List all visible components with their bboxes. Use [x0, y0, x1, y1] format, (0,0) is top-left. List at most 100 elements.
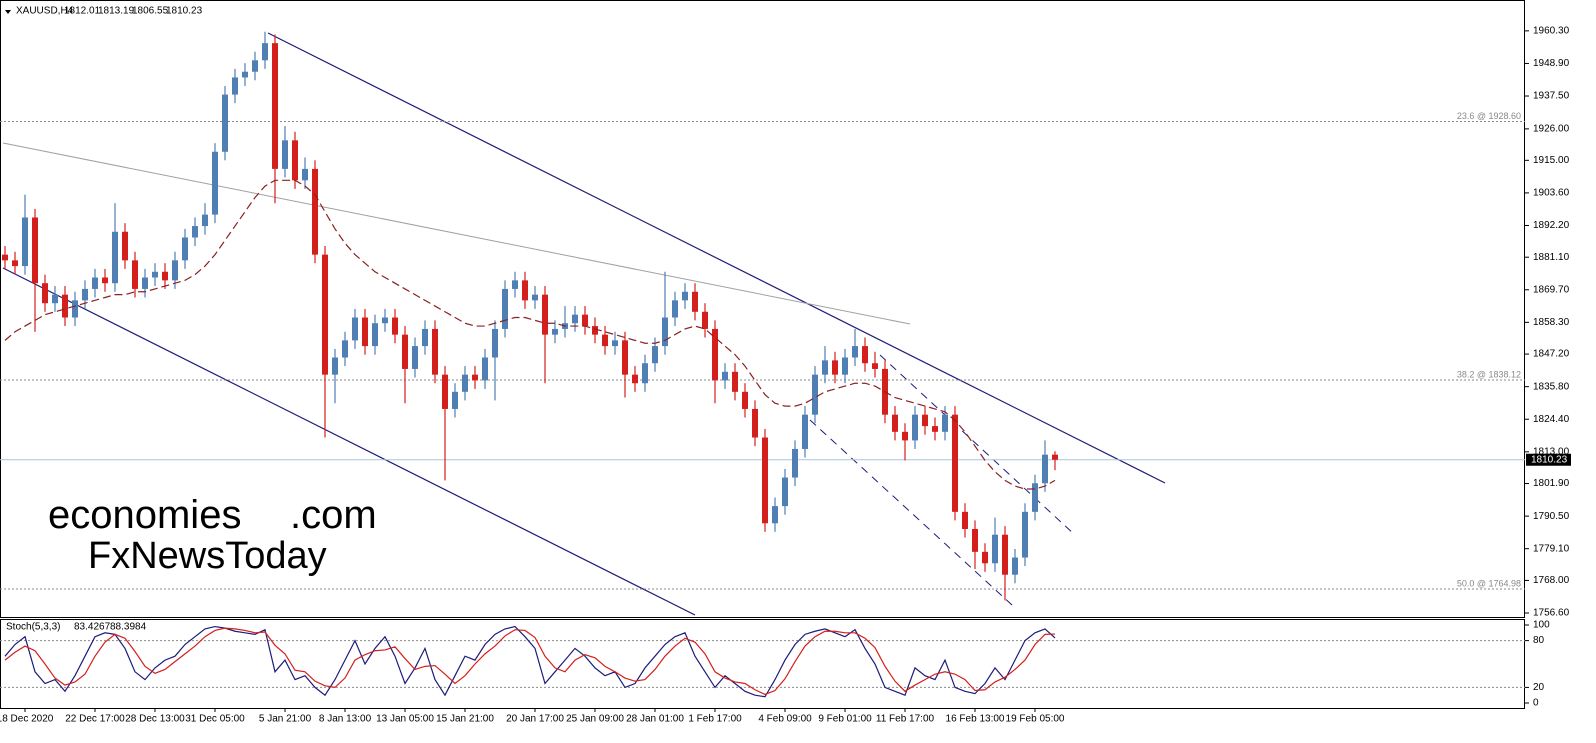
- fib-label: 23.6 @ 1928.60: [1457, 111, 1521, 121]
- candle-body: [1032, 483, 1038, 512]
- candle-body: [132, 260, 138, 289]
- candle-body: [782, 477, 788, 507]
- y-tick-label: 1926.00: [1533, 124, 1570, 135]
- candle-body: [192, 226, 198, 238]
- candle-body: [892, 414, 898, 432]
- candle-body: [502, 288, 508, 329]
- candle-body: [142, 277, 148, 289]
- candle-body: [92, 277, 98, 289]
- x-tick-label: 20 Jan 17:00: [506, 714, 564, 725]
- candle-body: [372, 323, 378, 347]
- trendline: [2, 142, 911, 325]
- open: 1812.01: [64, 6, 101, 17]
- candle-body: [322, 254, 328, 375]
- y-tick-label: 1881.10: [1533, 252, 1570, 263]
- stoch-line: [4, 625, 1056, 698]
- candle-body: [662, 317, 668, 347]
- y-tick-label: 1801.90: [1533, 478, 1570, 489]
- y-tick-label: 1869.70: [1533, 284, 1570, 295]
- close: 1810.23: [166, 6, 203, 17]
- candle-body: [42, 283, 48, 304]
- candle-body: [262, 43, 268, 61]
- candle-body: [522, 280, 528, 301]
- candle-body: [252, 60, 258, 72]
- x-tick-label: 11 Feb 17:00: [876, 714, 935, 725]
- candle-body: [1002, 534, 1008, 575]
- candle-body: [362, 317, 368, 347]
- x-tick-label: 31 Dec 05:00: [185, 714, 245, 725]
- candle-body: [12, 260, 18, 267]
- stoch-line: [4, 627, 1056, 696]
- candle-body: [702, 311, 708, 329]
- candle-body: [742, 391, 748, 409]
- candle-body: [642, 363, 648, 384]
- candle-body: [622, 340, 628, 375]
- y-tick-label: 1915.00: [1533, 155, 1570, 166]
- x-tick-label: 5 Jan 21:00: [259, 714, 312, 725]
- candle-body: [1022, 511, 1028, 558]
- candle-body: [862, 346, 868, 364]
- menu-arrow: [5, 10, 11, 14]
- x-tick-label: 16 Feb 13:00: [946, 714, 1005, 725]
- y-tick-label: 1960.30: [1533, 26, 1570, 37]
- candle-body: [1052, 454, 1058, 460]
- stoch-signal: 88.3984: [110, 622, 147, 633]
- watermark: .com: [290, 493, 377, 537]
- candle-body: [972, 528, 978, 552]
- candle-body: [72, 300, 78, 318]
- candle-body: [632, 374, 638, 384]
- candle-body: [122, 231, 128, 261]
- high: 1813.19: [98, 6, 135, 17]
- x-tick-label: 4 Feb 09:00: [758, 714, 812, 725]
- candle-body: [22, 217, 28, 267]
- y-tick-label: 100: [1533, 620, 1550, 631]
- stoch-title: Stoch(5,3,3): [6, 622, 60, 633]
- y-tick-label: 1948.90: [1533, 58, 1570, 69]
- candle-body: [162, 271, 168, 281]
- y-tick-label: 1835.80: [1533, 381, 1570, 392]
- y-tick-label: 20: [1533, 682, 1545, 693]
- x-tick-label: 28 Dec 13:00: [125, 714, 185, 725]
- trendline: [879, 354, 1076, 536]
- candle-body: [152, 271, 158, 278]
- symbol: XAUUSD,H4: [16, 6, 74, 17]
- candle-body: [872, 363, 878, 369]
- candle-body: [1042, 454, 1048, 484]
- candle-body: [922, 414, 928, 427]
- candle-body: [542, 294, 548, 335]
- trendline: [2, 267, 696, 616]
- candle-body: [102, 277, 108, 284]
- stoch-main: 83.4267: [74, 622, 111, 633]
- trendlines: [2, 32, 1166, 616]
- candle-body: [602, 334, 608, 347]
- y-tick-label: 1756.60: [1533, 608, 1570, 619]
- candle-body: [692, 291, 698, 312]
- candle-body: [202, 214, 208, 227]
- candle-body: [852, 346, 858, 358]
- candle-body: [842, 357, 848, 375]
- candle-body: [942, 414, 948, 432]
- moving-average: [4, 179, 1056, 490]
- candle-body: [722, 371, 728, 381]
- x-tick-label: 1 Feb 17:00: [688, 714, 742, 725]
- candle-body: [82, 288, 88, 301]
- y-tick-label: 1858.30: [1533, 317, 1570, 328]
- x-tick-label: 13 Jan 05:00: [376, 714, 434, 725]
- candle-body: [732, 371, 738, 392]
- candle-body: [472, 374, 478, 381]
- candle-body: [402, 334, 408, 369]
- y-tick-label: 1892.20: [1533, 220, 1570, 231]
- watermark: FxNewsToday: [88, 535, 327, 577]
- x-tick-label: 25 Jan 09:00: [566, 714, 624, 725]
- candle-body: [712, 328, 718, 381]
- candle-body: [312, 168, 318, 255]
- candle-body: [452, 391, 458, 409]
- fib-label: 50.0 @ 1764.98: [1457, 578, 1521, 588]
- candle-body: [682, 291, 688, 301]
- y-tick-label: 1790.50: [1533, 511, 1570, 522]
- candle-body: [2, 254, 8, 261]
- x-tick-label: 8 Jan 13:00: [319, 714, 372, 725]
- candle-body: [382, 317, 388, 324]
- candle-body: [212, 151, 218, 215]
- x-tick-label: 15 Jan 21:00: [436, 714, 494, 725]
